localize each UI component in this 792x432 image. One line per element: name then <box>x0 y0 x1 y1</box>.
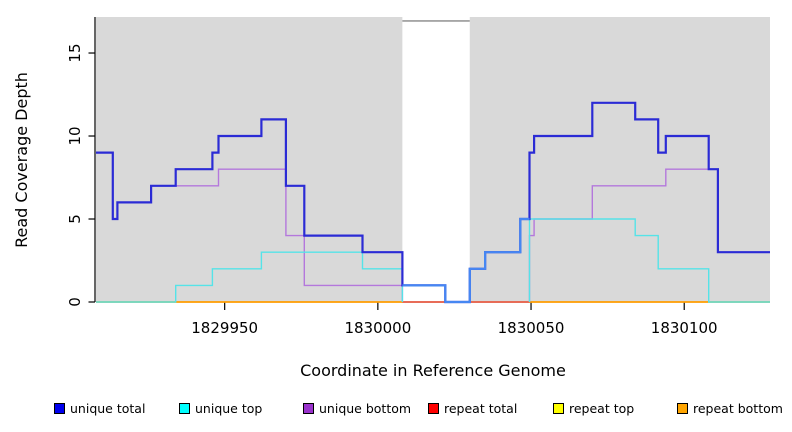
shaded-region <box>469 17 770 302</box>
x-tick-label: 1830050 <box>498 319 565 337</box>
legend-label: unique total <box>70 400 146 416</box>
y-axis-title: Read Coverage Depth <box>12 72 31 248</box>
series-line-unique-top <box>96 251 404 303</box>
legend-swatch <box>428 402 439 414</box>
legend-item-repeat-bottom: repeat bottom <box>677 398 783 418</box>
legend-label: repeat top <box>569 400 635 416</box>
legend-swatch <box>179 402 190 414</box>
y-tick-label: 5 <box>66 214 84 224</box>
y-tick-label: 15 <box>66 43 84 62</box>
series-line-unique-total-repeat-overlay <box>402 217 530 304</box>
legend-item-unique-top: unique top <box>179 398 262 418</box>
legend-label: repeat total <box>444 400 518 416</box>
legend-item-repeat-top: repeat top <box>553 398 634 418</box>
y-tick-label: 10 <box>66 126 84 145</box>
chart-legend: unique total unique top unique bottom repea… <box>0 398 792 424</box>
legend-swatch <box>677 402 688 414</box>
legend-item-unique-total: unique total <box>54 398 145 418</box>
plot-area: 0 5 10 15 1829950 1830000 1830050 1830100 <box>66 17 770 337</box>
legend-swatch <box>303 402 314 414</box>
series-line-unique-top <box>528 218 770 303</box>
legend-item-unique-bottom: unique bottom <box>303 398 411 418</box>
legend-label: repeat bottom <box>693 400 783 416</box>
legend-label: unique bottom <box>319 400 412 416</box>
legend-swatch <box>54 402 65 414</box>
legend-label: unique top <box>195 400 263 416</box>
y-tick-label: 0 <box>66 297 84 307</box>
legend-swatch <box>553 402 564 414</box>
x-tick-label: 1830000 <box>344 319 411 337</box>
legend-item-repeat-total: repeat total <box>428 398 517 418</box>
coverage-plot: 0 5 10 15 1829950 1830000 1830050 1830100 Coord… <box>12 17 770 380</box>
x-tick-label: 1829950 <box>191 319 258 337</box>
x-tick-label: 1830100 <box>651 319 718 337</box>
shaded-region <box>96 17 403 302</box>
x-axis-title: Coordinate in Reference Genome <box>300 361 566 380</box>
